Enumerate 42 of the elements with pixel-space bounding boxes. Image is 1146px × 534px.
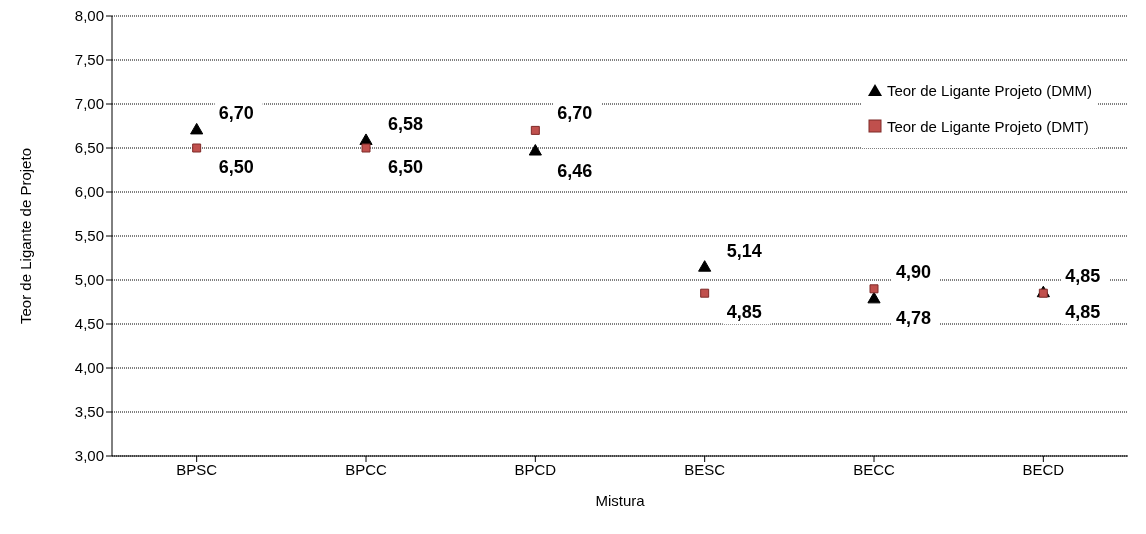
y-tick-label: 4,00 <box>74 359 104 377</box>
data-label: 6,70 <box>218 103 254 124</box>
point <box>528 144 542 156</box>
data-label: 4,90 <box>896 261 932 282</box>
y-tick-label: 6,00 <box>74 183 104 201</box>
y-tick-label: 6,50 <box>74 139 104 157</box>
y-tick-label: 3,50 <box>74 403 104 421</box>
point <box>867 291 881 304</box>
point <box>530 125 540 135</box>
x-tick-label: BPSC <box>176 460 218 478</box>
y-tick-label: 4,50 <box>74 315 104 333</box>
x-tick-label: BPCC <box>345 460 387 478</box>
data-label: 4,78 <box>896 308 932 329</box>
data-label: 6,58 <box>388 113 424 134</box>
legend-label: Teor de Ligante Projeto (DMM) <box>886 81 1092 99</box>
y-axis-title: Teor de Ligante de Projeto <box>17 148 35 324</box>
y-tick-label: 7,50 <box>74 51 104 69</box>
y-tick-label: 7,00 <box>74 95 104 113</box>
data-label: 4,85 <box>1065 266 1101 287</box>
y-tick-label: 5,50 <box>74 227 104 245</box>
x-tick-label: BESC <box>684 460 726 478</box>
point <box>192 143 202 153</box>
x-tick-label: BECC <box>853 460 895 478</box>
point <box>869 284 879 294</box>
data-label: 6,50 <box>388 157 424 177</box>
y-tick-label: 5,00 <box>74 271 104 289</box>
data-label: 6,46 <box>557 160 593 181</box>
x-tick-label: BPCD <box>514 460 557 478</box>
data-label: 6,50 <box>218 157 254 177</box>
point <box>700 288 710 298</box>
x-axis-title: Mistura <box>595 492 646 509</box>
point <box>698 260 712 272</box>
data-label: 5,14 <box>726 240 762 261</box>
data-label: 4,85 <box>1065 302 1101 323</box>
x-tick-label: BECD <box>1022 460 1065 478</box>
y-tick-label: 3,00 <box>74 447 104 465</box>
point <box>361 143 371 153</box>
data-label: 6,70 <box>557 103 593 124</box>
y-tick-label: 8,00 <box>74 7 104 25</box>
point <box>190 122 204 135</box>
legend-label: Teor de Ligante Projeto (DMT) <box>886 117 1089 135</box>
data-label: 4,85 <box>726 302 762 323</box>
